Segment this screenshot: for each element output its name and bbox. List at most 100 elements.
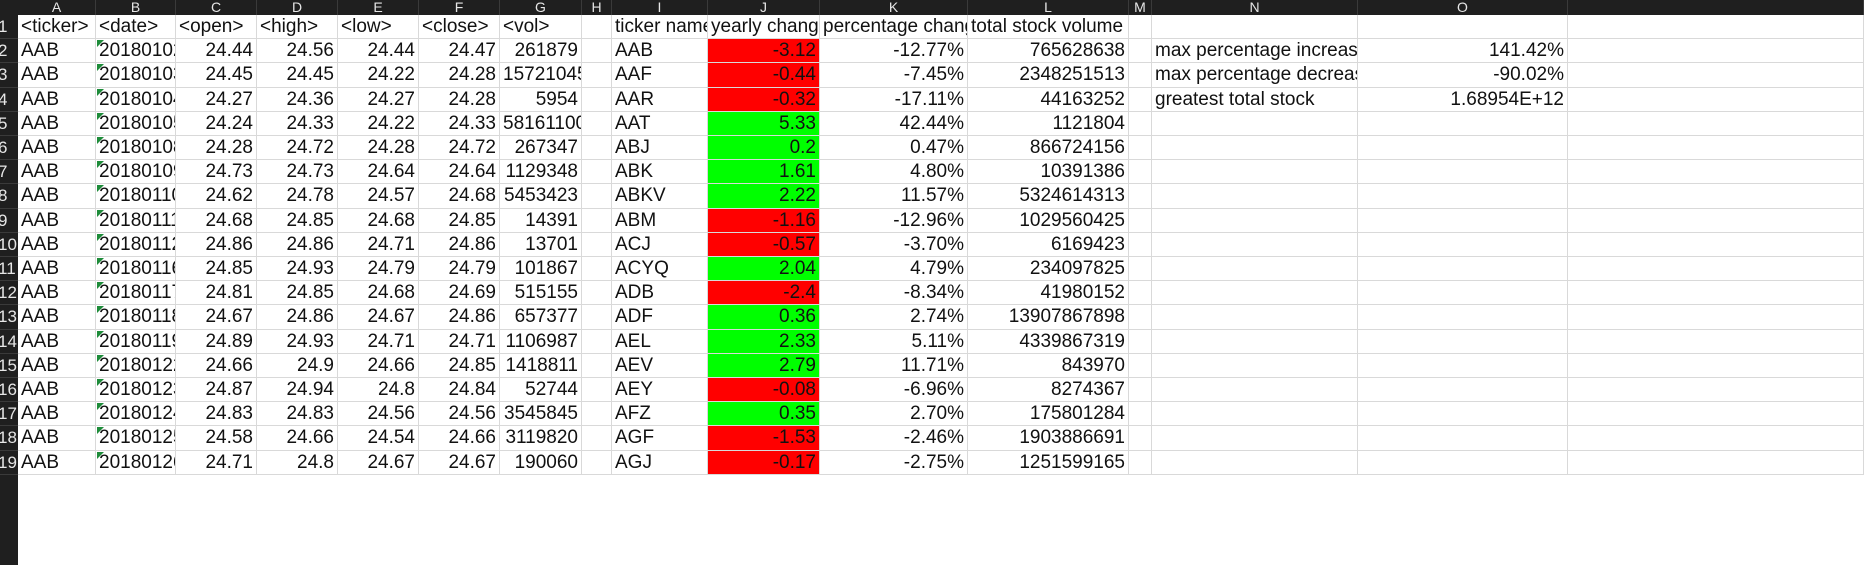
header-date[interactable]: <date> — [96, 15, 176, 40]
empty-cell[interactable] — [582, 232, 612, 257]
cell-total-stock-volume[interactable]: 10391386 — [968, 160, 1129, 185]
cell-vol[interactable]: 5954 — [500, 87, 582, 112]
cell-vol[interactable]: 3545845 — [500, 402, 582, 427]
cell-total-stock-volume[interactable]: 866724156 — [968, 136, 1129, 161]
cell-total-stock-volume[interactable]: 4339867319 — [968, 329, 1129, 354]
cell-ticker[interactable]: AAB — [18, 111, 96, 136]
column-header-10[interactable]: K — [820, 0, 968, 15]
cell-yearly-change[interactable]: 5.33 — [708, 111, 820, 136]
empty-cell[interactable] — [1152, 208, 1358, 233]
cell-ticker[interactable]: AAB — [18, 257, 96, 282]
cell-vol[interactable]: 267347 — [500, 136, 582, 161]
cell-percentage-change[interactable]: -3.70% — [820, 232, 968, 257]
empty-cell[interactable] — [1568, 450, 1864, 475]
cell-ticker[interactable]: AAB — [18, 136, 96, 161]
cell-date[interactable]: 20180117 — [96, 281, 176, 306]
empty-cell[interactable] — [582, 184, 612, 209]
cell-open[interactable]: 24.68 — [176, 208, 257, 233]
cell-high[interactable]: 24.86 — [257, 305, 338, 330]
stat-label[interactable]: max percentage decrease — [1152, 63, 1358, 88]
empty-cell[interactable] — [1129, 402, 1152, 427]
cell-vol[interactable]: 14391 — [500, 208, 582, 233]
cell-ticker-name[interactable]: AEL — [612, 329, 708, 354]
cell-open[interactable]: 24.58 — [176, 426, 257, 451]
cell-ticker-name[interactable]: ABK — [612, 160, 708, 185]
cell-open[interactable]: 24.66 — [176, 353, 257, 378]
cell-total-stock-volume[interactable]: 1029560425 — [968, 208, 1129, 233]
cell-high[interactable]: 24.9 — [257, 353, 338, 378]
stat-value[interactable]: 1.68954E+12 — [1358, 87, 1568, 112]
cell-open[interactable]: 24.73 — [176, 160, 257, 185]
cell-date[interactable]: 20180119 — [96, 329, 176, 354]
empty-cell[interactable] — [1152, 15, 1358, 40]
cell-total-stock-volume[interactable]: 13907867898 — [968, 305, 1129, 330]
column-header-6[interactable]: G — [500, 0, 582, 15]
cell-date[interactable]: 20180116 — [96, 257, 176, 282]
column-header-11[interactable]: L — [968, 0, 1129, 15]
cell-low[interactable]: 24.79 — [338, 257, 419, 282]
empty-cell[interactable] — [1568, 184, 1864, 209]
cell-ticker[interactable]: AAB — [18, 329, 96, 354]
cell-close[interactable]: 24.56 — [419, 402, 500, 427]
empty-cell[interactable] — [1129, 160, 1152, 185]
cell-date[interactable]: 20180112 — [96, 232, 176, 257]
cell-close[interactable]: 24.67 — [419, 450, 500, 475]
cell-ticker[interactable]: AAB — [18, 39, 96, 64]
cell-date[interactable]: 20180104 — [96, 87, 176, 112]
cell-open[interactable]: 24.81 — [176, 281, 257, 306]
cell-low[interactable]: 24.22 — [338, 63, 419, 88]
cell-low[interactable]: 24.22 — [338, 111, 419, 136]
cell-vol[interactable]: 15721045 — [500, 63, 582, 88]
cell-ticker-name[interactable]: AAR — [612, 87, 708, 112]
empty-cell[interactable] — [1152, 184, 1358, 209]
cell-open[interactable]: 24.27 — [176, 87, 257, 112]
cell-percentage-change[interactable]: 4.80% — [820, 160, 968, 185]
row-header-10[interactable]: 10 — [0, 233, 18, 257]
column-header-4[interactable]: E — [338, 0, 419, 15]
cell-date[interactable]: 20180109 — [96, 160, 176, 185]
cell-high[interactable]: 24.83 — [257, 402, 338, 427]
cell-open[interactable]: 24.62 — [176, 184, 257, 209]
cell-close[interactable]: 24.71 — [419, 329, 500, 354]
empty-cell[interactable] — [1358, 257, 1568, 282]
cell-close[interactable]: 24.72 — [419, 136, 500, 161]
cell-open[interactable]: 24.45 — [176, 63, 257, 88]
empty-cell[interactable] — [1129, 232, 1152, 257]
column-header-2[interactable]: C — [176, 0, 257, 15]
column-header-0[interactable]: A — [18, 0, 96, 15]
empty-cell[interactable] — [1568, 111, 1864, 136]
cell-percentage-change[interactable]: -2.46% — [820, 426, 968, 451]
cell-open[interactable]: 24.28 — [176, 136, 257, 161]
cell-vol[interactable]: 52744 — [500, 378, 582, 403]
empty-cell[interactable] — [1568, 426, 1864, 451]
cell-close[interactable]: 24.69 — [419, 281, 500, 306]
empty-cell[interactable] — [582, 450, 612, 475]
cell-date[interactable]: 20180123 — [96, 378, 176, 403]
cell-close[interactable]: 24.28 — [419, 87, 500, 112]
cell-yearly-change[interactable]: -0.08 — [708, 378, 820, 403]
stat-label[interactable]: greatest total stock — [1152, 87, 1358, 112]
cell-ticker[interactable]: AAB — [18, 63, 96, 88]
cell-vol[interactable]: 3119820 — [500, 426, 582, 451]
cell-ticker[interactable]: AAB — [18, 450, 96, 475]
cell-percentage-change[interactable]: -2.75% — [820, 450, 968, 475]
cell-total-stock-volume[interactable]: 765628638 — [968, 39, 1129, 64]
cell-percentage-change[interactable]: -7.45% — [820, 63, 968, 88]
cell-close[interactable]: 24.79 — [419, 257, 500, 282]
empty-cell[interactable] — [1129, 15, 1152, 40]
cell-low[interactable]: 24.71 — [338, 232, 419, 257]
empty-cell[interactable] — [1129, 136, 1152, 161]
cell-vol[interactable]: 5453423 — [500, 184, 582, 209]
empty-cell[interactable] — [582, 378, 612, 403]
cell-open[interactable]: 24.71 — [176, 450, 257, 475]
cell-high[interactable]: 24.73 — [257, 160, 338, 185]
cell-low[interactable]: 24.67 — [338, 450, 419, 475]
cell-ticker-name[interactable]: ABKV — [612, 184, 708, 209]
empty-cell[interactable] — [1129, 39, 1152, 64]
cell-date[interactable]: 20180110 — [96, 184, 176, 209]
cell-percentage-change[interactable]: 11.57% — [820, 184, 968, 209]
cell-ticker[interactable]: AAB — [18, 402, 96, 427]
cell-low[interactable]: 24.71 — [338, 329, 419, 354]
header-ticker[interactable]: <ticker> — [18, 15, 96, 40]
cell-yearly-change[interactable]: -0.44 — [708, 63, 820, 88]
